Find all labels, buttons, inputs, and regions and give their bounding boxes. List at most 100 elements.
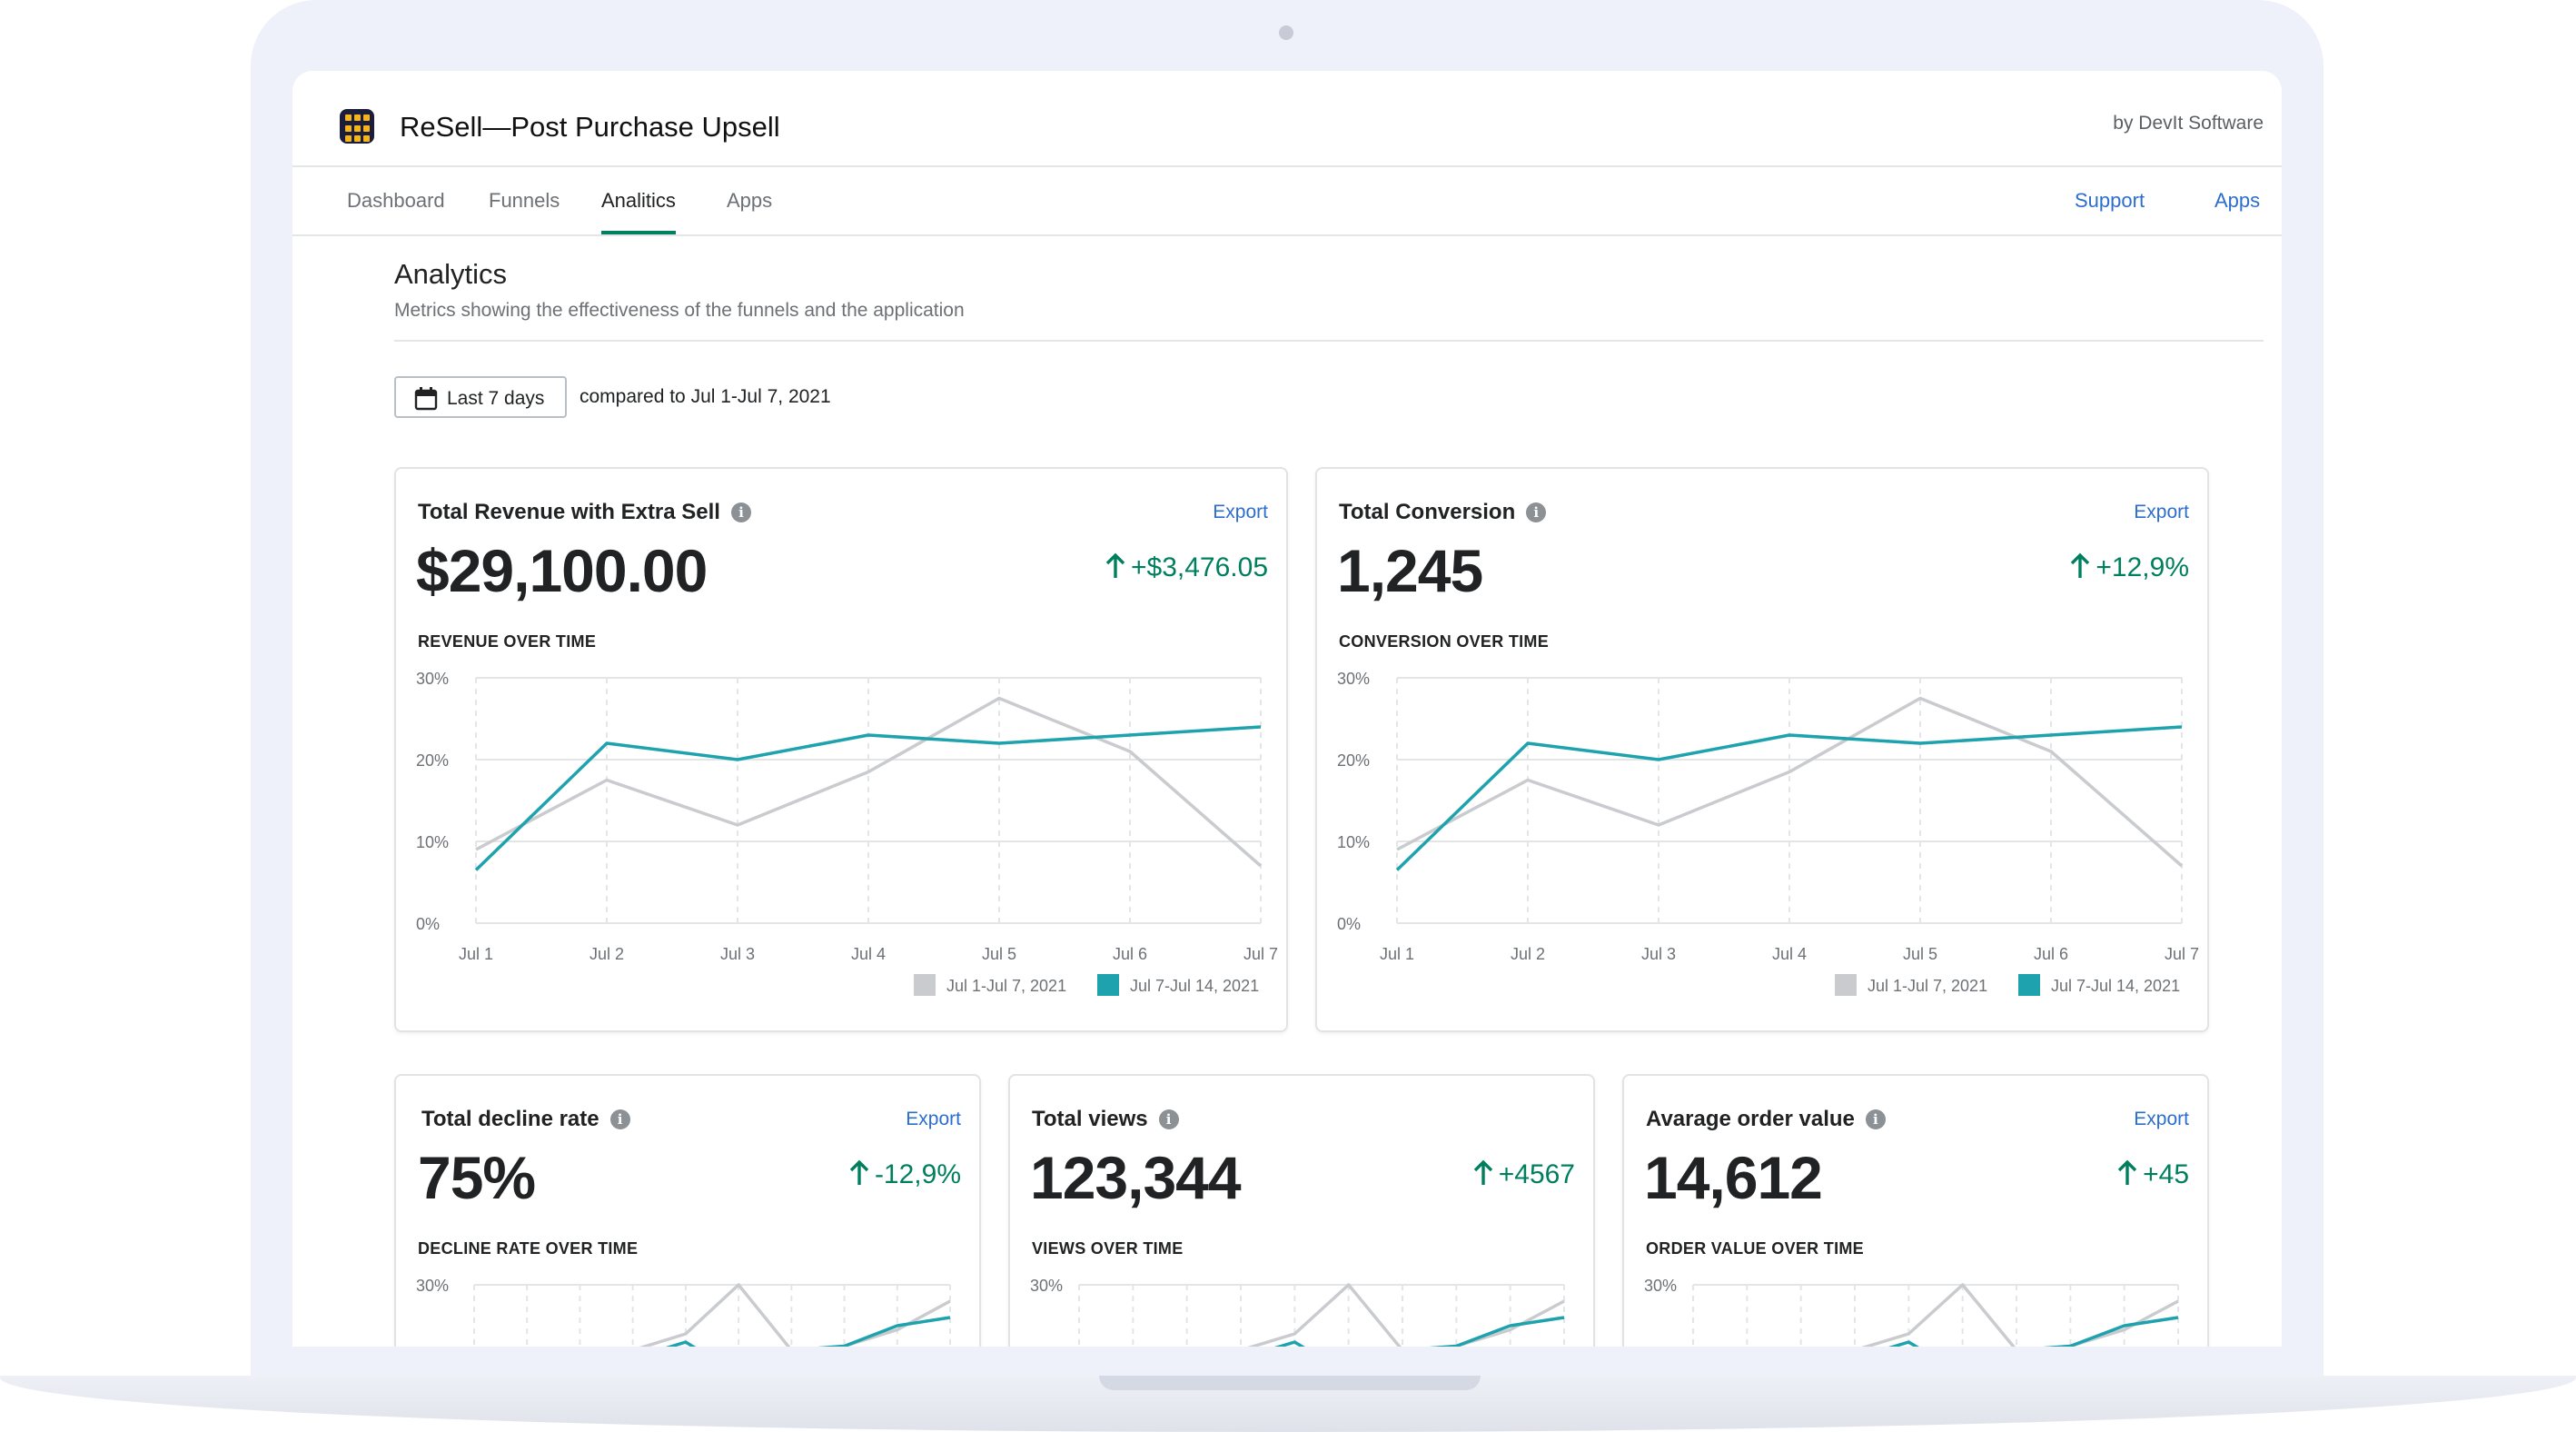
card-delta: +4567 — [1473, 1159, 1575, 1190]
page-title: Analytics — [394, 258, 508, 290]
arrow-up-icon — [849, 1159, 869, 1185]
series-line — [475, 696, 1263, 868]
export-link[interactable]: Export — [2134, 502, 2189, 522]
views-card: Total views i 123,344 +4567 VIEWS OVER TI… — [1008, 1074, 1595, 1347]
y-tick-label: 0% — [1337, 915, 1361, 933]
apps-link[interactable]: Apps — [2214, 189, 2261, 212]
x-tick-label: Jul 2 — [590, 945, 624, 963]
date-range-label: Last 7 days — [447, 388, 545, 409]
calendar-icon — [414, 387, 438, 411]
info-icon[interactable]: i — [609, 1109, 630, 1129]
decline-rate-card: Total decline rate i Export 75% -12,9% DE… — [394, 1074, 981, 1347]
x-tick-label: Jul 3 — [1641, 945, 1676, 963]
y-tick-label: 10% — [416, 833, 449, 851]
revenue-chart: 30% 20% 10% 0% Jul 1 Jul 2 Jul 3 Jul 4 Jul 5 Jul … — [416, 670, 1278, 996]
series-line — [1395, 725, 2183, 871]
y-tick-label: 30% — [1644, 1277, 1677, 1295]
views-chart: 30% — [1030, 1277, 1565, 1347]
x-tick-label: Jul 6 — [2034, 945, 2068, 963]
card-title: Avarage order value i — [1646, 1107, 1886, 1132]
legend-swatch — [914, 974, 936, 996]
card-value: $29,100.00 — [416, 537, 708, 604]
card-title: Total views i — [1032, 1107, 1179, 1132]
chart-caption: VIEWS OVER TIME — [1032, 1239, 1184, 1258]
nav-bar: Dashboard Funnels Analitics Apps Support… — [292, 165, 2282, 236]
date-range-button[interactable]: Last 7 days — [394, 376, 567, 418]
y-tick-label: 30% — [416, 670, 449, 688]
card-delta: +12,9% — [2070, 552, 2189, 583]
legend-label: Jul 1-Jul 7, 2021 — [1868, 977, 1987, 995]
card-delta: -12,9% — [849, 1159, 961, 1190]
export-link[interactable]: Export — [1213, 502, 1268, 522]
compare-text: compared to Jul 1-Jul 7, 2021 — [580, 386, 831, 407]
conversion-card: Total Conversion i Export 1,245 +12,9% CO… — [1315, 467, 2209, 1032]
laptop-notch — [1099, 1376, 1481, 1390]
series-line — [1861, 1283, 2179, 1347]
x-tick-label: Jul 7 — [2165, 945, 2199, 963]
app-header: ReSell—Post Purchase Upsell by DevIt Sof… — [292, 71, 2282, 167]
card-value: 14,612 — [1644, 1144, 1823, 1211]
app-screen: ReSell—Post Purchase Upsell by DevIt Sof… — [292, 71, 2282, 1347]
card-value: 1,245 — [1337, 537, 1483, 604]
series-line — [1396, 696, 2184, 868]
series-line — [1247, 1283, 1565, 1347]
info-icon[interactable]: i — [1526, 502, 1547, 522]
y-tick-label: 20% — [1337, 751, 1370, 770]
support-link[interactable]: Support — [2075, 189, 2145, 212]
legend-label: Jul 7-Jul 14, 2021 — [1130, 977, 1259, 995]
series-line — [639, 1283, 951, 1347]
card-value: 123,344 — [1030, 1144, 1242, 1211]
info-icon[interactable]: i — [1865, 1109, 1886, 1129]
app-title: ReSell—Post Purchase Upsell — [400, 111, 780, 143]
order-value-chart: 30% — [1644, 1277, 2179, 1347]
chart-caption: ORDER VALUE OVER TIME — [1646, 1239, 1864, 1258]
page-subtitle: Metrics showing the effectiveness of the… — [394, 300, 965, 321]
app-logo-icon — [340, 109, 374, 144]
y-tick-label: 30% — [1030, 1277, 1063, 1295]
x-tick-label: Jul 1 — [459, 945, 493, 963]
card-delta: +$3,476.05 — [1105, 552, 1268, 583]
x-tick-label: Jul 5 — [982, 945, 1016, 963]
legend-swatch — [1835, 974, 1857, 996]
series-line — [1273, 1316, 1565, 1347]
chart-caption: CONVERSION OVER TIME — [1339, 632, 1550, 651]
chart-caption: REVENUE OVER TIME — [418, 632, 597, 651]
card-delta: +45 — [2117, 1159, 2189, 1190]
x-tick-label: Jul 7 — [1243, 945, 1278, 963]
y-tick-label: 0% — [416, 915, 440, 933]
legend-label: Jul 7-Jul 14, 2021 — [2051, 977, 2180, 995]
export-link[interactable]: Export — [2134, 1109, 2189, 1129]
tab-dashboard[interactable]: Dashboard — [347, 189, 445, 212]
card-value: 75% — [418, 1144, 536, 1211]
tab-funnels[interactable]: Funnels — [489, 189, 560, 212]
card-title: Total Conversion i — [1339, 500, 1547, 525]
arrow-up-icon — [1105, 552, 1125, 578]
card-title: Total decline rate i — [421, 1107, 630, 1132]
x-tick-label: Jul 5 — [1903, 945, 1937, 963]
y-tick-label: 30% — [416, 1277, 449, 1295]
chart-caption: DECLINE RATE OVER TIME — [418, 1239, 639, 1258]
legend-swatch — [1097, 974, 1119, 996]
page-divider — [394, 340, 2264, 342]
y-tick-label: 20% — [416, 751, 449, 770]
x-tick-label: Jul 6 — [1113, 945, 1147, 963]
series-line — [1887, 1316, 2179, 1347]
arrow-up-icon — [2071, 552, 2090, 578]
export-link[interactable]: Export — [906, 1109, 961, 1129]
info-icon[interactable]: i — [730, 502, 751, 522]
card-title: Total Revenue with Extra Sell i — [418, 500, 751, 525]
x-tick-label: Jul 4 — [1772, 945, 1807, 963]
arrow-up-icon — [1473, 1159, 1492, 1185]
tab-analitics[interactable]: Analitics — [601, 189, 676, 234]
info-icon[interactable]: i — [1158, 1109, 1179, 1129]
app-vendor: by DevIt Software — [2113, 113, 2264, 134]
arrow-up-icon — [2117, 1159, 2137, 1185]
x-tick-label: Jul 2 — [1511, 945, 1545, 963]
revenue-card: Total Revenue with Extra Sell i Export $2… — [394, 467, 1288, 1032]
x-tick-label: Jul 3 — [720, 945, 755, 963]
y-tick-label: 30% — [1337, 670, 1370, 688]
conversion-chart: 30% 20% 10% 0% Jul 1 Jul 2 Jul 3 Jul 4 Jul 5 Jul … — [1337, 670, 2199, 996]
camera-icon — [1279, 25, 1293, 40]
tab-apps[interactable]: Apps — [727, 189, 773, 212]
order-value-card: Avarage order value i Export 14,612 +45 O… — [1622, 1074, 2209, 1347]
